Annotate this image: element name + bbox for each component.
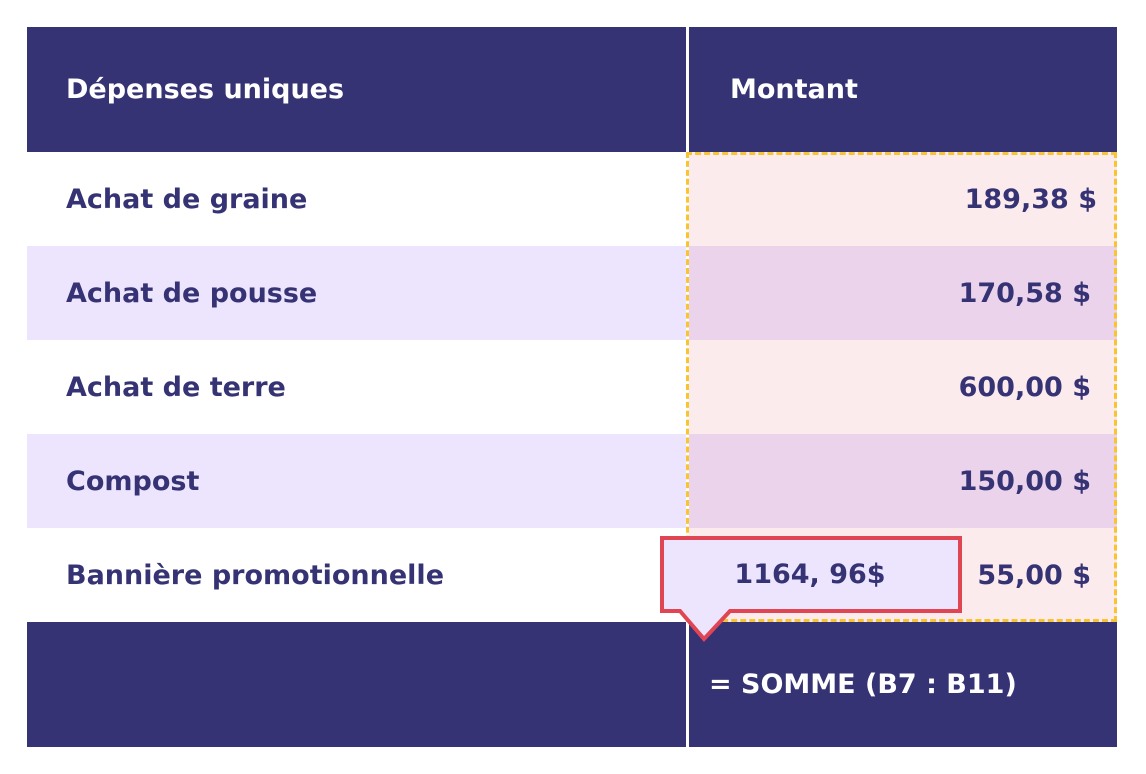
row-amount: 170,58 $ [958, 277, 1091, 309]
row-label: Achat de pousse [66, 277, 318, 309]
row-label: Compost [66, 465, 200, 497]
sum-value: 1164, 96$ [734, 558, 886, 590]
table-row-label: Achat de graine [27, 152, 686, 246]
header-amount: Montant [689, 27, 1117, 152]
sum-tooltip-pointer [660, 536, 962, 643]
sum-tooltip: 1164, 96$ [662, 538, 958, 610]
row-amount: 55,00 $ [977, 559, 1091, 591]
row-amount: 189,38 $ [964, 183, 1097, 215]
selection-range [686, 152, 1117, 622]
row-label: Achat de terre [66, 371, 286, 403]
footer-formula-cell[interactable]: = SOMME (B7 : B11) [689, 622, 1117, 747]
table-row-amount[interactable]: 170,58 $ [689, 246, 1117, 340]
table-row-amount[interactable]: 600,00 $ [689, 340, 1117, 434]
footer-left [27, 622, 686, 747]
table-row-label: Bannière promotionnelle [27, 528, 686, 622]
table-row-label: Achat de terre [27, 340, 686, 434]
row-label: Bannière promotionnelle [66, 559, 444, 591]
table-row-amount[interactable]: 189,38 $ [689, 152, 1117, 246]
row-amount: 150,00 $ [958, 465, 1091, 497]
header-expenses: Dépenses uniques [27, 27, 686, 152]
formula-text: = SOMME (B7 : B11) [709, 669, 1017, 700]
table-row-label: Achat de pousse [27, 246, 686, 340]
row-label: Achat de graine [66, 183, 308, 215]
table-row-amount[interactable]: 150,00 $ [689, 434, 1117, 528]
header-label: Montant [730, 74, 858, 105]
row-amount: 600,00 $ [958, 371, 1091, 403]
header-label: Dépenses uniques [66, 74, 345, 105]
table-row-label: Compost [27, 434, 686, 528]
